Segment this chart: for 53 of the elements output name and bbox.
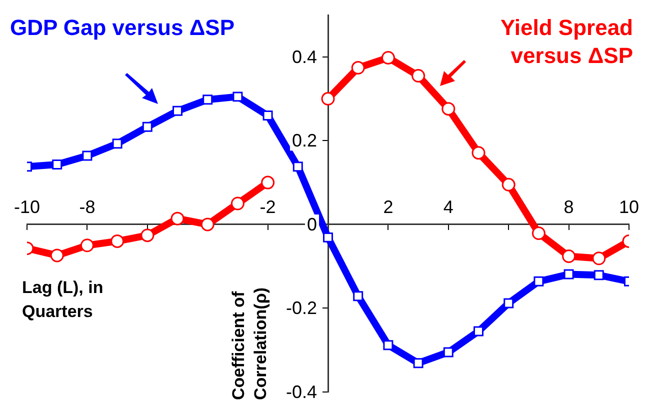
point xyxy=(532,226,546,240)
point xyxy=(413,358,424,368)
point xyxy=(474,326,484,336)
point xyxy=(80,238,94,252)
point xyxy=(200,218,214,232)
point xyxy=(261,176,275,190)
x-tick-label: -8 xyxy=(79,197,96,218)
y-axis-title: Coefficient of Correlation(ρ) xyxy=(228,286,271,400)
point xyxy=(262,110,273,121)
point xyxy=(381,50,395,64)
y-tick-label: 0.4 xyxy=(292,46,317,67)
x-tick-label: -10 xyxy=(14,197,40,218)
point xyxy=(321,92,335,106)
point xyxy=(110,234,124,248)
point xyxy=(50,248,64,262)
point xyxy=(112,138,122,149)
point xyxy=(170,212,184,226)
text: GDP Gap versus ΔSP xyxy=(10,14,236,42)
point xyxy=(52,160,62,170)
text: Yield Spread versus ΔSP xyxy=(500,14,633,70)
y-tick-label: -0.2 xyxy=(286,298,317,318)
x-tick-label: 2 xyxy=(383,197,394,218)
point xyxy=(351,61,365,75)
x-tick-label: 8 xyxy=(564,197,574,218)
point xyxy=(502,178,516,192)
point xyxy=(142,122,152,132)
y-tick-label: 0 xyxy=(306,214,317,234)
point xyxy=(292,162,303,172)
point xyxy=(562,250,576,264)
point xyxy=(442,102,456,116)
point xyxy=(140,228,154,242)
x-tick-label: -2 xyxy=(260,197,276,218)
point xyxy=(472,146,486,160)
point xyxy=(443,347,454,358)
point xyxy=(323,232,333,242)
point xyxy=(504,298,514,308)
x-axis-title: Lag (L), in Quarters xyxy=(22,277,104,323)
point xyxy=(594,270,604,280)
y-tick-label: -0.4 xyxy=(286,382,317,402)
x-tick-label: 4 xyxy=(443,197,454,218)
point xyxy=(232,92,243,102)
point xyxy=(82,150,92,161)
point xyxy=(353,291,364,302)
point xyxy=(230,196,244,210)
y-tick-label: 0.2 xyxy=(292,130,317,151)
point xyxy=(534,276,544,286)
x-tick-label: 10 xyxy=(618,197,640,218)
point xyxy=(172,106,182,116)
point xyxy=(564,269,574,280)
point xyxy=(383,340,394,350)
point xyxy=(202,94,213,105)
point xyxy=(412,68,426,82)
point xyxy=(592,252,606,266)
